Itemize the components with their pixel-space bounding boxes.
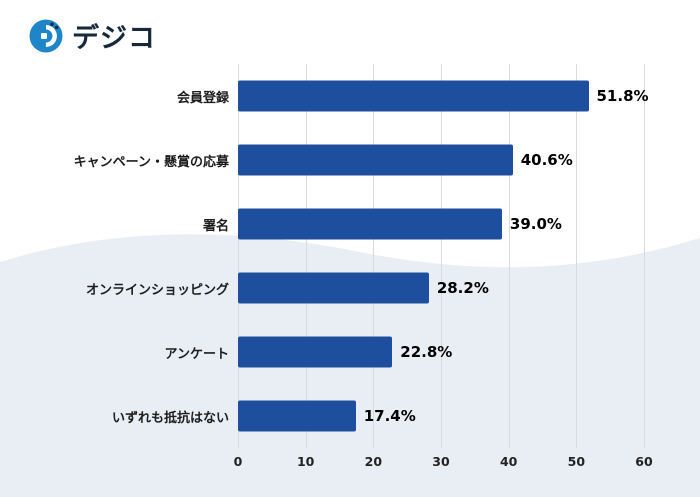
- x-tick-label: 0: [233, 454, 243, 469]
- x-tick-label: 40: [499, 454, 518, 469]
- bars: 51.8% 40.6% 39.0% 28.2% 22.8% 17.4%: [238, 64, 649, 448]
- category-label: 署名: [202, 218, 229, 234]
- x-axis-ticks: 0 10 20 30 40 50 60: [234, 454, 653, 472]
- category-label: 会員登録: [176, 90, 229, 106]
- bar: [238, 336, 393, 368]
- x-tick-label: 20: [364, 454, 383, 469]
- bar: [238, 80, 589, 112]
- bar-row: 17.4%: [238, 384, 644, 448]
- bar: [238, 400, 356, 432]
- x-axis: 0 10 20 30 40 50 60: [10, 454, 653, 472]
- bar-value-label: 28.2%: [436, 279, 489, 297]
- x-tick-label: 50: [567, 454, 586, 469]
- bar-row: 22.8%: [238, 320, 644, 384]
- bar: [238, 272, 429, 304]
- bar-value-label: 51.8%: [596, 87, 649, 105]
- bar-row: 40.6%: [238, 128, 644, 192]
- brand-logo: デジコ: [28, 16, 156, 55]
- digico-logo-icon: [29, 19, 63, 52]
- bar: [238, 208, 502, 240]
- category-label: アンケート: [164, 346, 229, 362]
- bar-value-label: 39.0%: [509, 215, 562, 233]
- bar: [238, 144, 513, 176]
- bar-value-label: 22.8%: [400, 343, 453, 361]
- x-tick-label: 60: [635, 454, 653, 469]
- brand-name: デジコ: [72, 23, 156, 54]
- category-label: いずれも抵抗はない: [111, 410, 229, 426]
- bar-row: 28.2%: [238, 256, 644, 320]
- bar-value-label: 40.6%: [520, 151, 573, 169]
- category-label: オンラインショッピング: [85, 282, 229, 298]
- gridline: [644, 64, 645, 448]
- plot-area: 51.8% 40.6% 39.0% 28.2% 22.8% 17.4%: [238, 64, 649, 448]
- category-labels: 会員登録キャンペーン・懸賞の応募署名オンラインショッピングアンケートいずれも抵抗…: [10, 64, 238, 448]
- bar-row: 39.0%: [238, 192, 644, 256]
- category-label: キャンペーン・懸賞の応募: [73, 154, 229, 170]
- x-tick-label: 10: [296, 454, 315, 469]
- x-tick-label: 30: [432, 454, 450, 469]
- bar-row: 51.8%: [238, 64, 649, 128]
- bar-value-label: 17.4%: [363, 407, 416, 425]
- bar-chart: 会員登録キャンペーン・懸賞の応募署名オンラインショッピングアンケートいずれも抵抗…: [10, 64, 653, 472]
